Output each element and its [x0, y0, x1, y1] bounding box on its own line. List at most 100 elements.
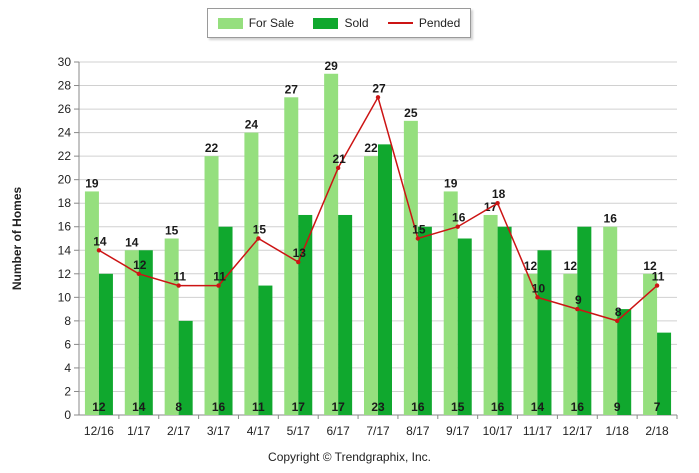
y-tick-label: 0	[64, 408, 71, 422]
pended-point	[176, 283, 181, 288]
x-tick-label: 2/17	[167, 424, 191, 438]
pended-value-label: 8	[615, 305, 622, 319]
y-tick-label: 2	[64, 384, 71, 398]
legend-item-sold: Sold	[313, 16, 369, 30]
sold-bar	[298, 214, 313, 415]
pended-point	[256, 236, 261, 241]
for-sale-bar	[643, 273, 658, 415]
for-sale-value-label: 16	[604, 212, 618, 226]
pended-point	[96, 248, 102, 253]
sold-bar	[417, 226, 432, 415]
sold-bar	[457, 238, 472, 415]
sold-value-label: 17	[331, 400, 345, 414]
for-sale-bar	[124, 250, 139, 415]
sold-bar	[178, 320, 193, 415]
pended-point	[495, 201, 500, 206]
pended-point	[415, 236, 421, 241]
pended-point	[575, 306, 580, 312]
x-tick-label: 11/17	[523, 424, 552, 438]
pended-point	[654, 283, 660, 288]
x-tick-label: 1/18	[606, 424, 630, 438]
for-sale-value-label: 12	[524, 259, 538, 273]
sold-bar	[497, 226, 512, 415]
y-tick-label: 4	[64, 361, 71, 375]
sold-value-label: 17	[292, 400, 306, 414]
pended-point	[216, 283, 221, 288]
for-sale-bar	[324, 73, 339, 416]
y-tick-label: 18	[58, 196, 72, 210]
legend-label-sold: Sold	[344, 16, 369, 30]
sold-value-label: 16	[411, 400, 425, 414]
for-sale-value-label: 12	[643, 259, 657, 273]
pended-value-label: 10	[532, 281, 546, 295]
sold-bar	[617, 309, 632, 415]
pended-value-label: 11	[213, 270, 226, 284]
sold-bar	[258, 285, 273, 415]
sold-bar	[98, 273, 113, 415]
pended-value-label: 12	[133, 258, 147, 272]
legend-swatch-sold	[313, 17, 339, 29]
y-tick-label: 8	[64, 314, 71, 328]
y-tick-label: 14	[58, 243, 72, 257]
legend-item-pended: Pended	[387, 16, 461, 30]
sold-value-label: 16	[212, 400, 226, 414]
pended-value-label: 21	[332, 152, 346, 166]
for-sale-bar	[403, 120, 418, 415]
for-sale-bar	[84, 191, 99, 415]
sold-value-label: 14	[132, 400, 146, 414]
sold-value-label: 14	[531, 400, 545, 414]
pended-value-label: 9	[575, 293, 582, 307]
for-sale-value-label: 19	[444, 176, 458, 190]
sold-value-label: 9	[614, 400, 621, 414]
y-tick-label: 10	[58, 290, 72, 304]
y-tick-label: 12	[58, 267, 72, 281]
sold-value-label: 15	[451, 400, 465, 414]
for-sale-value-label: 15	[165, 224, 179, 238]
x-tick-label: 7/17	[366, 424, 390, 438]
y-tick-label: 30	[58, 55, 72, 69]
for-sale-bar	[284, 97, 299, 416]
x-tick-label: 5/17	[287, 424, 311, 438]
y-tick-label: 6	[64, 337, 71, 351]
for-sale-value-label: 27	[285, 82, 299, 96]
pended-value-label: 15	[412, 223, 426, 237]
for-sale-bar	[443, 191, 458, 415]
sold-bar	[338, 214, 353, 415]
x-tick-label: 12/16	[84, 424, 114, 438]
chart-legend: For Sale Sold Pended	[207, 8, 471, 38]
sold-value-label: 16	[571, 400, 585, 414]
for-sale-value-label: 29	[324, 59, 338, 73]
pended-value-label: 16	[452, 211, 466, 225]
y-tick-label: 22	[58, 149, 72, 163]
pended-point	[535, 295, 540, 300]
y-tick-label: 16	[58, 220, 72, 234]
for-sale-bar	[483, 214, 498, 415]
sold-value-label: 16	[491, 400, 505, 414]
pended-value-label: 13	[293, 246, 307, 260]
for-sale-bar	[164, 238, 179, 415]
sold-value-label: 23	[371, 400, 385, 414]
x-tick-label: 1/17	[127, 424, 151, 438]
for-sale-bar	[523, 273, 538, 415]
for-sale-value-label: 19	[85, 176, 99, 190]
x-tick-label: 6/17	[326, 424, 350, 438]
for-sale-bar	[563, 273, 578, 415]
for-sale-value-label: 22	[205, 141, 219, 155]
for-sale-value-label: 12	[564, 259, 578, 273]
sold-bar	[138, 250, 153, 415]
sold-value-label: 8	[175, 400, 182, 414]
sold-bar	[537, 250, 552, 415]
legend-label-for-sale: For Sale	[248, 16, 295, 30]
y-tick-label: 26	[58, 102, 72, 116]
sold-value-label: 7	[654, 400, 661, 414]
pended-point	[296, 259, 301, 265]
legend-label-pended: Pended	[418, 16, 461, 30]
legend-swatch-for-sale	[217, 17, 243, 29]
sold-bar	[218, 226, 233, 415]
x-tick-label: 3/17	[207, 424, 231, 438]
pended-point	[335, 165, 341, 171]
for-sale-value-label: 22	[364, 141, 378, 155]
y-tick-label: 28	[58, 79, 72, 93]
pended-point	[455, 224, 460, 229]
